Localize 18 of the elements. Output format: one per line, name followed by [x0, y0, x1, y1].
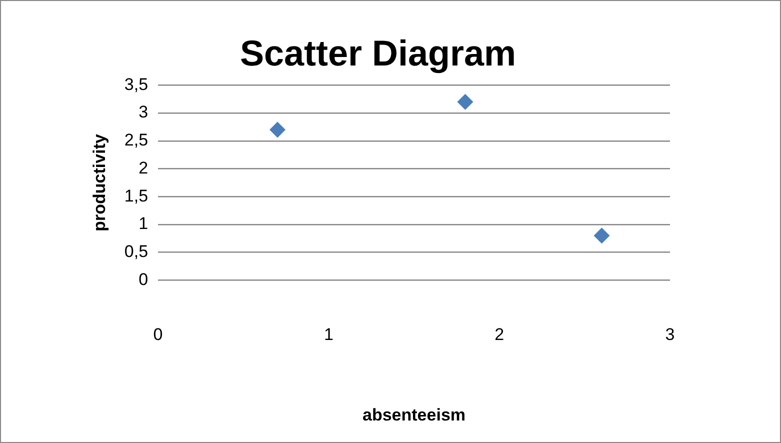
chart-title: Scatter Diagram	[240, 32, 516, 74]
x-tick-label: 2	[494, 325, 504, 344]
y-tick-label: 3	[138, 102, 148, 122]
point	[457, 94, 474, 110]
point	[594, 228, 610, 244]
x-tick-label: 3	[665, 325, 675, 344]
y-tick-label: 0,5	[124, 242, 148, 262]
point	[269, 122, 286, 138]
x-tick-label: 1	[324, 325, 334, 344]
x-axis-title: absenteeism	[362, 405, 466, 424]
x-tick-label: 0	[153, 325, 163, 344]
y-tick-label: 0	[138, 270, 148, 289]
y-tick-label: 2,5	[124, 130, 148, 150]
y-tick-label: 3,5	[124, 74, 148, 94]
y-tick-label: 2	[138, 158, 148, 178]
y-tick-label: 1	[138, 214, 148, 234]
y-axis-title: productivity	[90, 134, 109, 232]
y-tick-label: 1,5	[124, 186, 148, 206]
